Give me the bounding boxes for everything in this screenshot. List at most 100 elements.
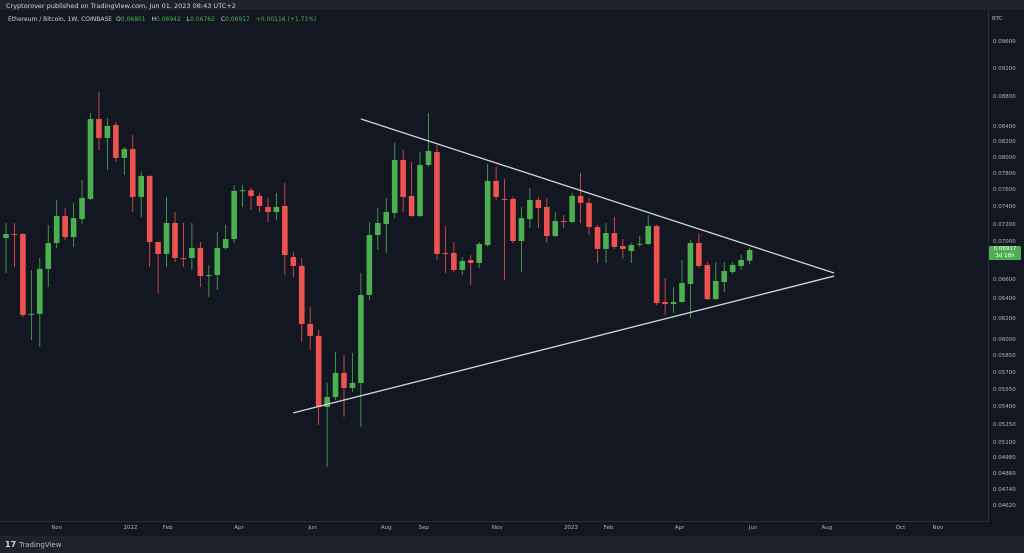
candle-up xyxy=(417,164,423,217)
candle-up xyxy=(746,249,753,261)
candle-down xyxy=(265,206,271,212)
candle-up xyxy=(121,148,128,158)
candle-down xyxy=(20,234,26,315)
price-tick-label: 0.06200 xyxy=(993,316,1016,323)
candle-up xyxy=(645,226,651,245)
price-tick-label: 0.05700 xyxy=(993,369,1016,376)
candle-up xyxy=(459,260,466,270)
price-tick-label: 0.07000 xyxy=(993,239,1016,246)
candle-up xyxy=(222,239,229,248)
candle-up xyxy=(87,118,94,199)
candle-up xyxy=(3,234,9,239)
candle-down xyxy=(129,148,136,197)
candlestick-chart[interactable] xyxy=(0,0,988,521)
symbol-legend: Ethereum / Bitcoin, 1W, COINBASE O0.0680… xyxy=(8,16,320,23)
candle-up xyxy=(70,218,77,238)
candle-up xyxy=(687,243,694,284)
price-tick-label: 0.06600 xyxy=(993,276,1016,283)
candle-up xyxy=(628,245,635,251)
candle-down xyxy=(113,124,119,158)
candle-down xyxy=(620,246,626,249)
publisher-line: Cryptorover published on TradingView.com… xyxy=(6,2,236,10)
time-tick-label: Feb xyxy=(162,525,173,531)
candle-up xyxy=(383,211,390,224)
candle-up xyxy=(425,150,432,165)
price-tick-label: 0.07800 xyxy=(993,170,1016,177)
candle-down xyxy=(493,181,499,197)
candle-down xyxy=(544,206,550,237)
candle-down xyxy=(96,118,102,138)
candle-down xyxy=(290,256,297,266)
candle-down xyxy=(594,226,601,249)
candle-down xyxy=(535,199,542,208)
candle-down xyxy=(146,175,153,243)
candle-down xyxy=(282,205,288,256)
candle-up xyxy=(189,247,195,258)
candle-down xyxy=(577,195,584,203)
candle-down xyxy=(611,233,618,247)
candle-down xyxy=(467,260,474,264)
candle-up xyxy=(721,271,728,283)
candle-down xyxy=(560,220,567,223)
candle-up xyxy=(636,243,643,245)
candle-up xyxy=(28,313,35,315)
price-axis[interactable] xyxy=(988,10,1024,522)
candle-down xyxy=(256,195,263,206)
time-tick-label: Aug xyxy=(380,525,392,531)
price-tick-label: 0.08400 xyxy=(993,123,1016,130)
time-tick-label: Jun xyxy=(748,525,758,531)
price-tick-label: 0.04740 xyxy=(993,486,1016,493)
change-value: +0.00116 (+1.71%) xyxy=(255,16,317,23)
candle-up xyxy=(231,190,237,240)
candle-down xyxy=(197,247,204,277)
time-axis[interactable] xyxy=(0,521,988,536)
price-tick-label: 0.06400 xyxy=(993,296,1016,303)
tradingview-logo-icon: 17 xyxy=(5,540,17,549)
time-tick-label: Nov xyxy=(51,525,63,531)
candle-down xyxy=(62,216,68,238)
low-value: 0.06762 xyxy=(190,16,215,23)
chart-panel[interactable] xyxy=(0,10,1024,536)
candle-up xyxy=(104,125,111,138)
candle-down xyxy=(662,302,668,305)
low-label: L xyxy=(186,16,191,23)
candle-down xyxy=(248,190,254,196)
candle-down xyxy=(434,151,440,254)
time-tick-label: Sep xyxy=(418,525,429,531)
high-label: H xyxy=(151,16,156,23)
candle-up xyxy=(79,197,85,220)
time-tick-label: Jun xyxy=(308,525,317,531)
price-tick-label: 0.09200 xyxy=(993,65,1016,72)
price-tick-label: 0.07200 xyxy=(993,221,1016,228)
symbol-title: Ethereum / Bitcoin, 1W, COINBASE xyxy=(8,16,113,23)
candle-up xyxy=(239,190,246,192)
candle-up xyxy=(603,233,609,249)
candle-down xyxy=(442,252,449,254)
time-tick-label: Aug xyxy=(821,525,833,531)
time-tick-label: Nov xyxy=(932,525,944,531)
lower-trendline xyxy=(293,275,835,414)
candle-up xyxy=(214,247,221,276)
last-price-value: 0.06917 xyxy=(993,245,1017,252)
candle-up xyxy=(729,264,736,272)
candle-down xyxy=(180,257,187,259)
price-tick-label: 0.05850 xyxy=(993,353,1016,360)
candle-up xyxy=(518,218,525,242)
candle-down xyxy=(408,195,415,217)
candle-up xyxy=(484,181,491,246)
last-price-label: 0.06917 3d 18h xyxy=(989,245,1021,260)
price-tick-label: 0.05100 xyxy=(993,440,1016,447)
price-axis-unit: BTC xyxy=(992,16,1003,22)
candle-up xyxy=(366,234,373,295)
time-tick-label: Apr xyxy=(234,525,244,531)
time-tick-label: Feb xyxy=(603,525,614,531)
footer: 17 TradingView xyxy=(5,540,61,549)
candle-up xyxy=(679,282,685,303)
time-tick-label: Nov xyxy=(491,525,503,531)
upper-trendline xyxy=(360,118,835,274)
candle-up xyxy=(324,396,330,408)
price-tick-label: 0.07600 xyxy=(993,187,1016,194)
time-tick-label: 2022 xyxy=(123,525,138,531)
candle-up xyxy=(391,159,398,213)
candle-down xyxy=(172,223,178,258)
